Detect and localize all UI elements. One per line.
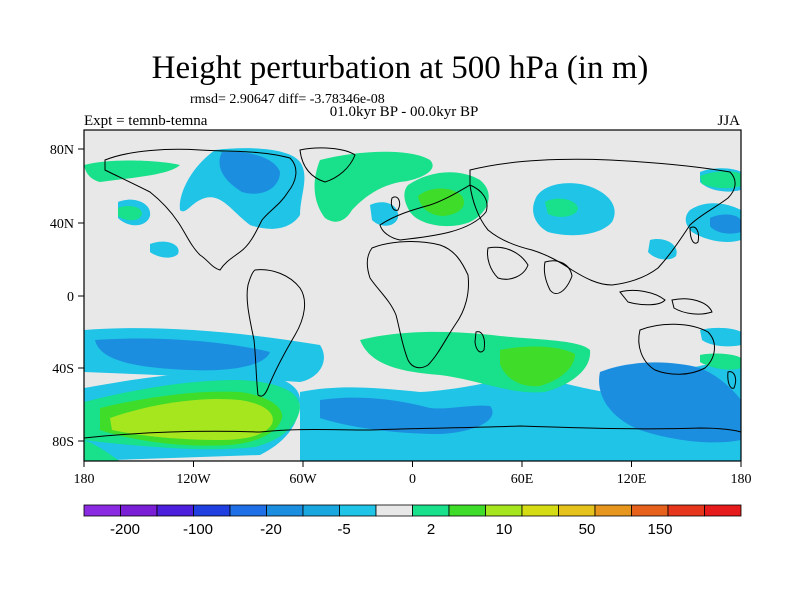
colorbar-swatch [375, 504, 413, 517]
axis-ticks [78, 148, 742, 467]
x-tick-label: 180 [74, 472, 95, 487]
colorbar-swatch [193, 504, 231, 517]
colorbar-swatch [667, 504, 705, 517]
x-tick-label: 60E [511, 472, 534, 487]
colorbar-swatch [704, 504, 742, 517]
y-tick-label: 0 [67, 290, 74, 305]
colorbar-swatch [156, 504, 194, 517]
experiment-label: Expt = temnb-temna [84, 113, 208, 129]
colorbar-swatch [302, 504, 340, 517]
colorbar-label: -5 [337, 521, 350, 538]
strong-negative-regions [95, 151, 741, 443]
colorbar-swatch [266, 504, 304, 517]
period-line: 01.0kyr BP - 00.0kyr BP [329, 104, 479, 120]
map-title: Height perturbation at 500 hPa (in m) [151, 50, 649, 86]
colorbar-swatch [485, 504, 523, 517]
colorbar-label: 150 [647, 521, 672, 538]
colorbar-swatch [412, 504, 450, 517]
colorbar-swatch [631, 504, 669, 517]
colorbar-label: 10 [496, 521, 513, 538]
stats-line: rmsd= 2.90647 diff= -3.78346e-08 [190, 92, 385, 107]
colorbar-swatch [229, 504, 267, 517]
colorbar-label: -100 [183, 521, 213, 538]
colorbar-label: -20 [260, 521, 282, 538]
colorbar-labels: -200 -100 -20 -5 2 10 50 150 [110, 521, 673, 538]
season-label: JJA [717, 113, 740, 129]
colorbar-label: 2 [427, 521, 435, 538]
x-tick-label: 120W [176, 472, 211, 487]
y-tick-label: 40N [50, 217, 74, 232]
colorbar-swatch [558, 504, 596, 517]
colorbar-swatch [83, 504, 121, 517]
colorbar-swatch [120, 504, 158, 517]
colorbar-swatch [594, 504, 632, 517]
colorbar-swatch [339, 504, 377, 517]
map-panel [84, 130, 741, 461]
colorbar [83, 504, 742, 517]
y-tick-label: 80S [52, 435, 74, 450]
coastlines [84, 147, 741, 439]
y-tick-label: 80N [50, 143, 74, 158]
x-tick-label: 60W [289, 472, 317, 487]
colorbar-label: -200 [110, 521, 140, 538]
colorbar-swatch [521, 504, 559, 517]
peak-positive-core [110, 398, 273, 440]
x-tick-label: 180 [731, 472, 752, 487]
y-tick-labels: 80N 40N 0 40S 80S [50, 143, 74, 450]
y-tick-label: 40S [52, 362, 74, 377]
colorbar-swatch [448, 504, 486, 517]
x-tick-label: 120E [617, 472, 647, 487]
x-tick-labels: 180 120W 60W 0 60E 120E 180 [74, 472, 752, 487]
x-tick-label: 0 [409, 472, 416, 487]
colorbar-label: 50 [579, 521, 596, 538]
